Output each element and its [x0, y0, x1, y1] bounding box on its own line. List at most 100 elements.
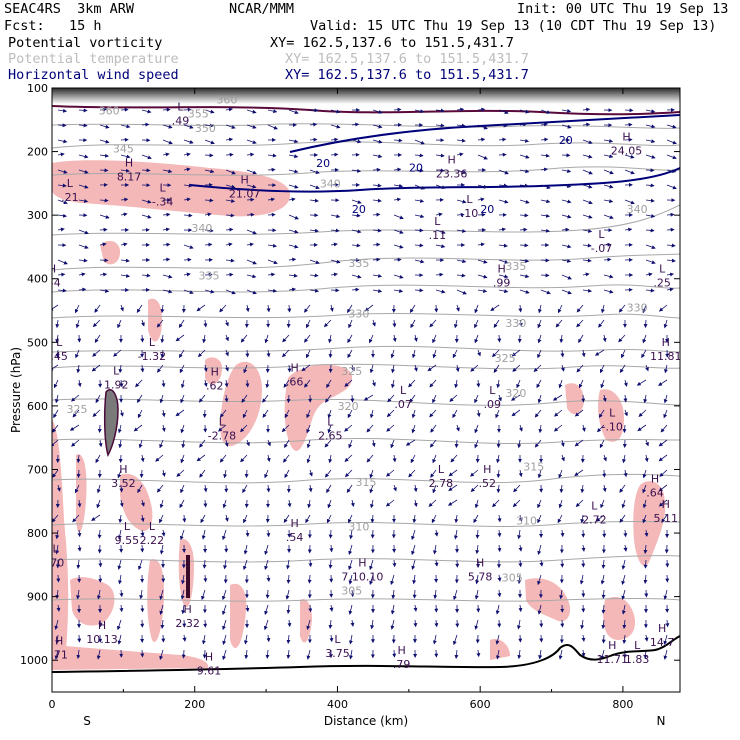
wind-arrow [552, 394, 563, 401]
wind-arrow [621, 559, 626, 570]
wind-arrow [369, 574, 374, 586]
wind-arrow [372, 273, 383, 278]
wind-arrow [52, 514, 59, 523]
wind-arrow [619, 484, 626, 493]
wind-arrow [370, 619, 375, 630]
wind-arrow [391, 364, 396, 374]
wind-arrow [435, 244, 446, 249]
x-tick-label: 800 [612, 698, 633, 711]
wind-arrow [242, 484, 248, 494]
wind-arrow [52, 304, 59, 311]
wind-arrow [601, 589, 606, 599]
wind-arrow [96, 649, 101, 660]
wind-arrow [435, 123, 445, 128]
wind-arrow [456, 138, 466, 143]
extremum-type: H [119, 463, 127, 476]
theta-contour [52, 253, 680, 271]
field-name-wind: Horizontal wind speed [8, 67, 179, 83]
wind-arrow [540, 153, 550, 158]
extremum-value: 2.78 [429, 477, 454, 490]
wind-arrow [470, 484, 479, 493]
wind-arrow [54, 649, 59, 660]
wind-arrow [76, 364, 81, 374]
wind-arrow [621, 589, 626, 600]
wind-arrow [645, 183, 655, 188]
wind-arrow [204, 109, 215, 114]
wind-arrow [372, 198, 382, 203]
wind-arrow [663, 319, 668, 329]
wind-arrow [225, 198, 236, 203]
wind-arrow [408, 469, 416, 478]
wind-arrow [175, 334, 185, 342]
wind-arrow [183, 124, 194, 129]
wind-arrow [223, 469, 228, 479]
wind-arrow [55, 319, 60, 329]
wind-arrow [120, 212, 128, 217]
theta-label: 305 [502, 572, 523, 585]
wind-arrow [246, 259, 257, 265]
wind-arrow [162, 139, 173, 145]
extremum-marker: H23.36 [436, 153, 468, 180]
wind-arrow [536, 379, 542, 389]
wind-arrow [76, 469, 81, 479]
extremum-marker: L2.72 [582, 499, 607, 526]
extremum-type: H [662, 498, 670, 511]
wind-arrow [99, 214, 110, 219]
wind-arrow [309, 122, 318, 127]
wind-arrow [498, 243, 508, 248]
wind-arrow [371, 439, 376, 448]
wind-arrow [182, 634, 187, 642]
theta-label: 335 [348, 257, 369, 270]
wind-arrow [599, 364, 605, 374]
extremum-marker: H.99 [493, 263, 511, 290]
wind-arrow [624, 169, 635, 175]
wind-arrow [179, 364, 185, 374]
wind-arrow [390, 604, 395, 615]
extremum-marker: H11.71 [596, 639, 628, 666]
wind-arrow [179, 499, 185, 509]
endpoint-north: N [657, 714, 666, 728]
wind-arrow [413, 619, 418, 628]
wind-arrow [219, 409, 227, 418]
extremum-marker: L-.07 [591, 228, 612, 255]
wind-arrow [598, 409, 605, 419]
extremum-value: -.34 [152, 195, 173, 208]
extremum-value: .54 [286, 531, 304, 544]
upper-pv-shading [52, 88, 680, 104]
wind-arrow [76, 559, 81, 570]
wind-arrow [243, 544, 248, 555]
extremum-marker: H3.52 [111, 463, 136, 490]
extremum-marker: H.62 [206, 366, 224, 393]
wind-arrow [414, 184, 425, 190]
wind-arrow [603, 169, 614, 175]
wind-arrow [286, 319, 291, 329]
wind-arrow [519, 213, 529, 218]
wind-arrow [663, 394, 668, 404]
wind-arrow [474, 439, 479, 449]
wind-arrow [225, 289, 236, 295]
wind-arrow [329, 634, 334, 643]
wind-arrow [580, 514, 585, 524]
wind-arrow [284, 439, 290, 449]
wind-arrow [266, 484, 271, 493]
extremum-value: 11.81 [650, 350, 682, 363]
wind-arrow [540, 213, 551, 218]
wind-arrow [288, 287, 297, 292]
wind-arrow [387, 394, 395, 403]
wind-arrow [183, 167, 191, 172]
wind-arrow [159, 499, 164, 509]
wind-arrow [245, 304, 250, 313]
wind-arrow [510, 394, 521, 401]
extremum-type: L [219, 415, 226, 428]
wind-arrow [582, 107, 591, 112]
wind-arrow [474, 619, 479, 630]
wind-arrow [76, 454, 81, 464]
y-axis-label: Pressure (hPa) [9, 347, 23, 433]
wind-arrow [427, 364, 437, 372]
wind-arrow [348, 544, 353, 556]
wind-arrow [245, 529, 250, 538]
model-title: SEAC4RS 3km ARW [4, 1, 135, 17]
wind-arrow [160, 349, 165, 359]
extremum-marker: H.64 [646, 473, 664, 500]
wind-arrow [117, 634, 122, 645]
